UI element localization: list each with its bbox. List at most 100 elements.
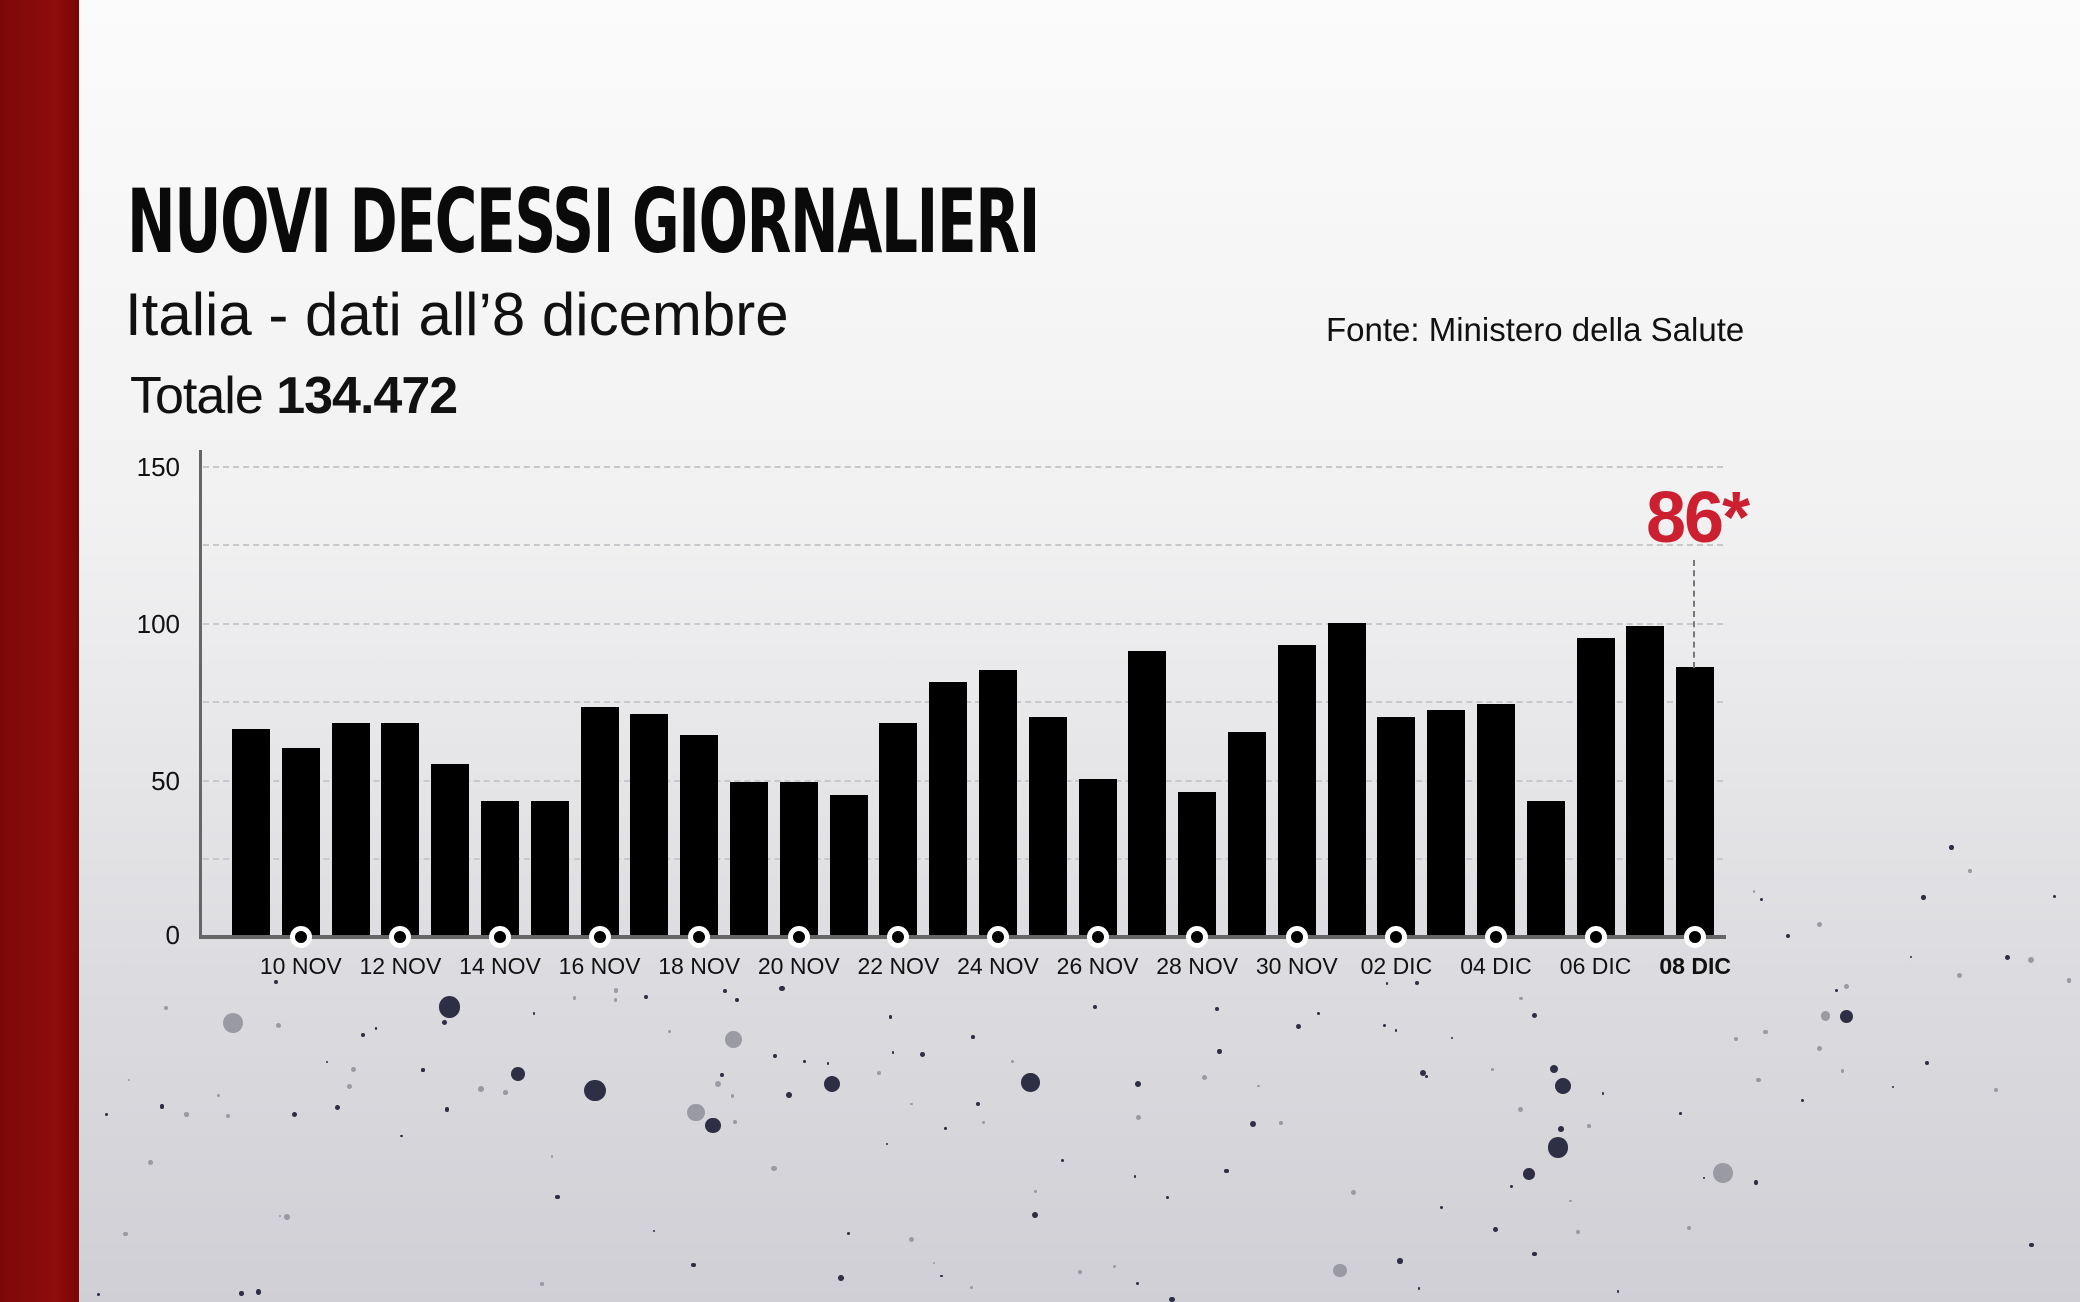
particle [223, 1012, 244, 1033]
particle [444, 1107, 450, 1112]
particle [1549, 1065, 1558, 1074]
particle [877, 1070, 882, 1075]
annotation-leader-line [1693, 560, 1695, 668]
particle [1092, 1005, 1097, 1010]
bar [1178, 791, 1217, 936]
particle [1759, 898, 1763, 902]
particle [1382, 1023, 1387, 1028]
x-tick-marker [588, 926, 611, 948]
particle [823, 1075, 841, 1092]
x-tick-label: 28 NOV [1156, 953, 1239, 979]
particle [771, 1165, 777, 1171]
particle [1733, 1037, 1738, 1041]
particle [1201, 1074, 1207, 1080]
particle [400, 1134, 403, 1138]
x-axis [199, 935, 1726, 939]
particle [2067, 978, 2072, 983]
particle [278, 1214, 282, 1218]
particle [148, 1160, 153, 1166]
particle [1756, 1077, 1761, 1083]
bar [630, 713, 669, 936]
particle [643, 994, 648, 999]
particle [274, 980, 279, 984]
particle [1891, 1085, 1894, 1088]
x-tick-label: 18 NOV [658, 953, 741, 979]
particle [1968, 868, 1973, 873]
particle [123, 1231, 128, 1237]
particle [351, 1066, 357, 1072]
x-tick-marker [987, 926, 1009, 948]
x-tick-label: 04 DIC [1460, 953, 1532, 979]
particle [360, 1032, 366, 1038]
particle [1166, 1196, 1170, 1200]
particle [908, 1236, 915, 1242]
particle [773, 1054, 778, 1059]
bar [281, 748, 320, 936]
particle [803, 1060, 807, 1063]
x-tick-label: 20 NOV [757, 953, 840, 979]
particle [1295, 1024, 1301, 1029]
last-value-annotation: 86* [1646, 478, 1750, 558]
particle [105, 1113, 109, 1117]
particle [1135, 1281, 1140, 1286]
particle [1424, 1074, 1428, 1079]
x-tick-marker [289, 926, 312, 948]
particle [886, 1143, 889, 1146]
particle [705, 1117, 721, 1134]
particle [734, 998, 739, 1003]
particle [1397, 1258, 1403, 1264]
particle [325, 1061, 329, 1064]
particle [1702, 1176, 1705, 1179]
particle [1033, 1189, 1037, 1193]
bar [680, 735, 719, 936]
bar [829, 795, 868, 936]
particle [1834, 988, 1838, 992]
particle [1493, 1227, 1498, 1232]
particle [2052, 894, 2057, 899]
particle [723, 989, 728, 994]
y-tick-50: 50 [151, 766, 180, 796]
particle [1414, 980, 1420, 986]
particle [730, 1094, 735, 1098]
chart-title: NUOVI DECESSI GIORNALIERI [127, 170, 1040, 273]
particle [1555, 1077, 1572, 1095]
particle [239, 1291, 244, 1296]
bar [431, 763, 470, 936]
bar [1427, 710, 1466, 936]
particle [1800, 1098, 1804, 1103]
x-tick-label: 26 NOV [1056, 953, 1139, 979]
particle [932, 1261, 936, 1265]
x-tick-marker [1086, 926, 1109, 948]
particle [128, 1079, 131, 1082]
particle [478, 1086, 484, 1092]
particle [838, 1275, 844, 1281]
particle [335, 1104, 341, 1110]
bar [929, 682, 968, 936]
x-tick-marker [1584, 926, 1607, 948]
particle [613, 987, 619, 993]
particle [1249, 1121, 1256, 1128]
particle [2005, 954, 2011, 960]
particle [1785, 934, 1791, 939]
particle [1820, 1011, 1830, 1021]
particle [1385, 982, 1389, 986]
particle [216, 1093, 221, 1097]
particle [1532, 1252, 1537, 1257]
x-tick-marker [1684, 926, 1707, 948]
bar [730, 782, 768, 936]
particle [1278, 1120, 1283, 1125]
bar [1228, 732, 1266, 936]
particle [1576, 1230, 1580, 1235]
y-axis [199, 450, 202, 938]
x-tick-marker [787, 926, 810, 948]
bar [1277, 644, 1316, 936]
particle [888, 1014, 893, 1019]
particle [1840, 1069, 1845, 1073]
particle [1217, 1048, 1223, 1054]
x-tick-marker [1285, 926, 1308, 948]
particle [1569, 1199, 1572, 1202]
particle [1224, 1168, 1229, 1174]
particle [1817, 1046, 1823, 1052]
particle [421, 1068, 425, 1072]
particle [1925, 1061, 1930, 1066]
